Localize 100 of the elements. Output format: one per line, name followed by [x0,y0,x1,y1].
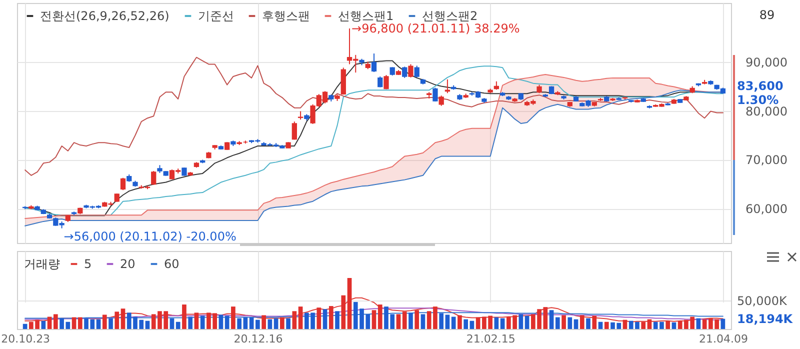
ref-line-label: 50,000K [737,294,788,308]
candlestick [432,87,438,102]
legend-label: 5 [84,257,92,271]
bar [396,314,401,329]
bar [562,315,566,329]
bar [41,320,46,329]
bar [470,320,474,329]
bar [280,317,284,329]
bar [518,314,524,329]
bar [188,316,193,329]
bar [243,317,248,329]
legend-label: 선행스팬1 [338,9,394,23]
bar [647,319,652,329]
bar [598,322,603,329]
bar [176,322,180,329]
x-tick-label: 21.02.15 [466,332,516,346]
bar [641,322,646,329]
legend-label: 20 [120,257,136,271]
bar [604,322,609,329]
bar [72,317,76,329]
bar [237,318,242,329]
bar [666,320,670,329]
bar [182,304,186,329]
x-tick-label: 20.12.16 [234,332,283,346]
bar [580,315,584,329]
annotation: →56,000 (20.11.02) -20.00% [64,229,236,244]
bar [568,317,572,329]
bar [22,324,28,329]
legend-label: 60 [164,257,180,271]
bar [78,317,82,329]
legend-title: 거래량 [24,257,60,271]
candlestick [438,95,444,106]
bar [414,310,420,329]
bar [622,320,628,329]
bar [218,314,224,329]
bar [555,317,560,329]
bar [102,314,107,329]
candlestick [402,66,408,78]
text: 18,194K [737,312,794,326]
bar [696,318,701,329]
y-tick-label: 70,000 [746,153,788,168]
bar [500,318,505,329]
legend-label: 후행스팬 [262,9,310,23]
bar [702,319,707,329]
bar [200,316,205,329]
bar [347,278,352,329]
bar [194,312,199,329]
bar [445,314,450,329]
bar [341,295,346,329]
bar [292,311,297,329]
x-tick-label: 21.04.09 [698,332,748,346]
bar [592,316,597,329]
bar [298,306,303,329]
text: 89 [759,8,775,22]
annotation: →96,800 (21.01.11) 38.29% [352,21,520,36]
bar [408,312,413,329]
bar [256,320,260,329]
candlestick [384,74,389,90]
bar [114,312,120,329]
bar [451,316,456,329]
bar [574,319,578,329]
bar [720,318,726,329]
bar [402,312,407,329]
bar [420,314,426,329]
bar [494,317,499,329]
bar [439,313,444,329]
candlestick [292,121,297,140]
y-tick-label: 60,000 [746,202,788,216]
legend-label: 선행스팬2 [422,9,478,23]
bar [476,317,480,329]
bar [224,316,230,329]
candlestick [151,170,156,186]
bar [145,320,150,329]
bar [108,318,113,329]
bar [549,310,554,329]
candlestick [408,64,414,78]
y-tick-label: 90,000 [746,55,788,70]
legend-label: 전환선(26,9,26,52,26) [40,9,170,23]
bar [53,314,58,329]
bar [120,308,126,329]
candlestick [120,177,126,191]
bar [464,319,468,329]
bar [524,316,530,329]
bar [322,309,328,329]
bar [378,304,382,329]
bar [262,315,266,329]
bar [274,318,278,329]
legend-label: 기준선 [198,9,234,23]
x-tick-label: 20.10.23 [1,332,50,346]
bar [316,308,322,329]
bar [586,318,590,329]
candlestick [414,65,420,78]
bar [47,316,52,329]
bar [458,315,462,329]
bar [231,306,236,329]
bar [672,322,676,329]
line-series [24,56,724,176]
bar [170,318,174,329]
bar [372,310,376,329]
candlestick [371,52,377,73]
